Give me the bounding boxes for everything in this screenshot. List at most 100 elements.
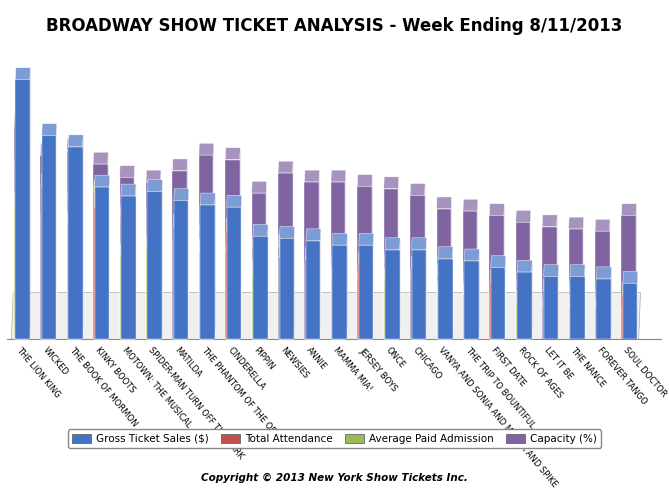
Polygon shape	[385, 264, 399, 339]
Polygon shape	[359, 245, 373, 339]
Polygon shape	[464, 293, 478, 339]
Polygon shape	[280, 227, 294, 238]
Polygon shape	[569, 281, 585, 293]
Polygon shape	[147, 246, 161, 339]
Polygon shape	[14, 114, 29, 126]
Polygon shape	[543, 279, 558, 291]
Polygon shape	[120, 244, 135, 255]
Polygon shape	[384, 268, 399, 280]
Polygon shape	[385, 238, 400, 249]
Polygon shape	[438, 275, 452, 339]
Polygon shape	[569, 307, 583, 339]
Polygon shape	[226, 218, 242, 230]
Polygon shape	[357, 186, 372, 339]
Polygon shape	[543, 307, 557, 339]
Polygon shape	[411, 256, 426, 268]
Polygon shape	[332, 261, 347, 339]
Polygon shape	[94, 187, 109, 339]
Polygon shape	[199, 143, 214, 155]
Polygon shape	[411, 249, 426, 339]
Polygon shape	[146, 182, 161, 339]
Polygon shape	[94, 193, 108, 339]
Polygon shape	[596, 293, 611, 339]
Polygon shape	[93, 152, 108, 164]
Polygon shape	[40, 155, 55, 339]
Polygon shape	[437, 209, 451, 339]
Polygon shape	[11, 293, 640, 340]
Polygon shape	[68, 147, 83, 339]
Polygon shape	[304, 182, 319, 339]
Polygon shape	[385, 249, 399, 339]
Polygon shape	[491, 268, 505, 339]
Polygon shape	[385, 252, 399, 264]
Polygon shape	[438, 259, 452, 339]
Polygon shape	[438, 247, 453, 259]
Polygon shape	[516, 302, 531, 339]
Polygon shape	[305, 257, 320, 269]
Polygon shape	[252, 181, 267, 193]
Polygon shape	[516, 291, 531, 302]
Polygon shape	[253, 236, 268, 248]
Polygon shape	[278, 161, 293, 173]
Polygon shape	[596, 281, 611, 293]
Polygon shape	[543, 295, 558, 307]
Polygon shape	[252, 193, 266, 339]
Polygon shape	[253, 248, 267, 339]
Polygon shape	[491, 256, 506, 268]
Polygon shape	[490, 204, 504, 216]
Polygon shape	[41, 220, 56, 339]
Polygon shape	[464, 277, 478, 339]
Polygon shape	[306, 259, 320, 339]
Polygon shape	[120, 166, 134, 177]
Polygon shape	[542, 215, 557, 227]
Polygon shape	[15, 163, 29, 339]
Polygon shape	[569, 229, 583, 339]
Polygon shape	[411, 238, 427, 249]
Polygon shape	[225, 148, 240, 160]
Polygon shape	[438, 263, 452, 275]
Polygon shape	[306, 247, 320, 259]
Polygon shape	[358, 266, 373, 277]
Polygon shape	[120, 177, 134, 339]
Polygon shape	[464, 261, 479, 339]
Polygon shape	[120, 217, 135, 339]
Polygon shape	[147, 235, 161, 246]
Polygon shape	[278, 235, 294, 246]
Polygon shape	[437, 197, 452, 209]
Polygon shape	[359, 233, 374, 245]
Polygon shape	[595, 297, 611, 309]
Polygon shape	[147, 192, 162, 339]
Polygon shape	[68, 187, 83, 198]
Polygon shape	[516, 274, 532, 286]
Polygon shape	[173, 246, 187, 339]
Polygon shape	[490, 298, 504, 339]
Polygon shape	[94, 181, 108, 193]
Polygon shape	[41, 123, 57, 135]
Polygon shape	[622, 283, 638, 295]
Polygon shape	[227, 207, 242, 339]
Polygon shape	[200, 218, 215, 230]
Polygon shape	[173, 171, 187, 339]
Polygon shape	[359, 252, 373, 264]
Polygon shape	[278, 246, 293, 339]
Polygon shape	[595, 309, 610, 339]
Polygon shape	[464, 249, 480, 261]
Polygon shape	[279, 257, 294, 339]
Polygon shape	[68, 224, 82, 339]
Polygon shape	[278, 173, 292, 339]
Polygon shape	[94, 196, 109, 208]
Polygon shape	[595, 231, 609, 339]
Polygon shape	[410, 184, 425, 196]
Polygon shape	[94, 175, 110, 187]
Polygon shape	[490, 216, 504, 339]
Polygon shape	[544, 276, 558, 339]
Polygon shape	[622, 295, 637, 339]
Polygon shape	[227, 196, 242, 207]
Polygon shape	[384, 189, 398, 339]
Polygon shape	[120, 205, 136, 217]
Polygon shape	[173, 235, 188, 246]
Polygon shape	[490, 286, 505, 298]
Polygon shape	[147, 200, 162, 212]
Polygon shape	[332, 245, 347, 339]
Polygon shape	[279, 245, 294, 257]
